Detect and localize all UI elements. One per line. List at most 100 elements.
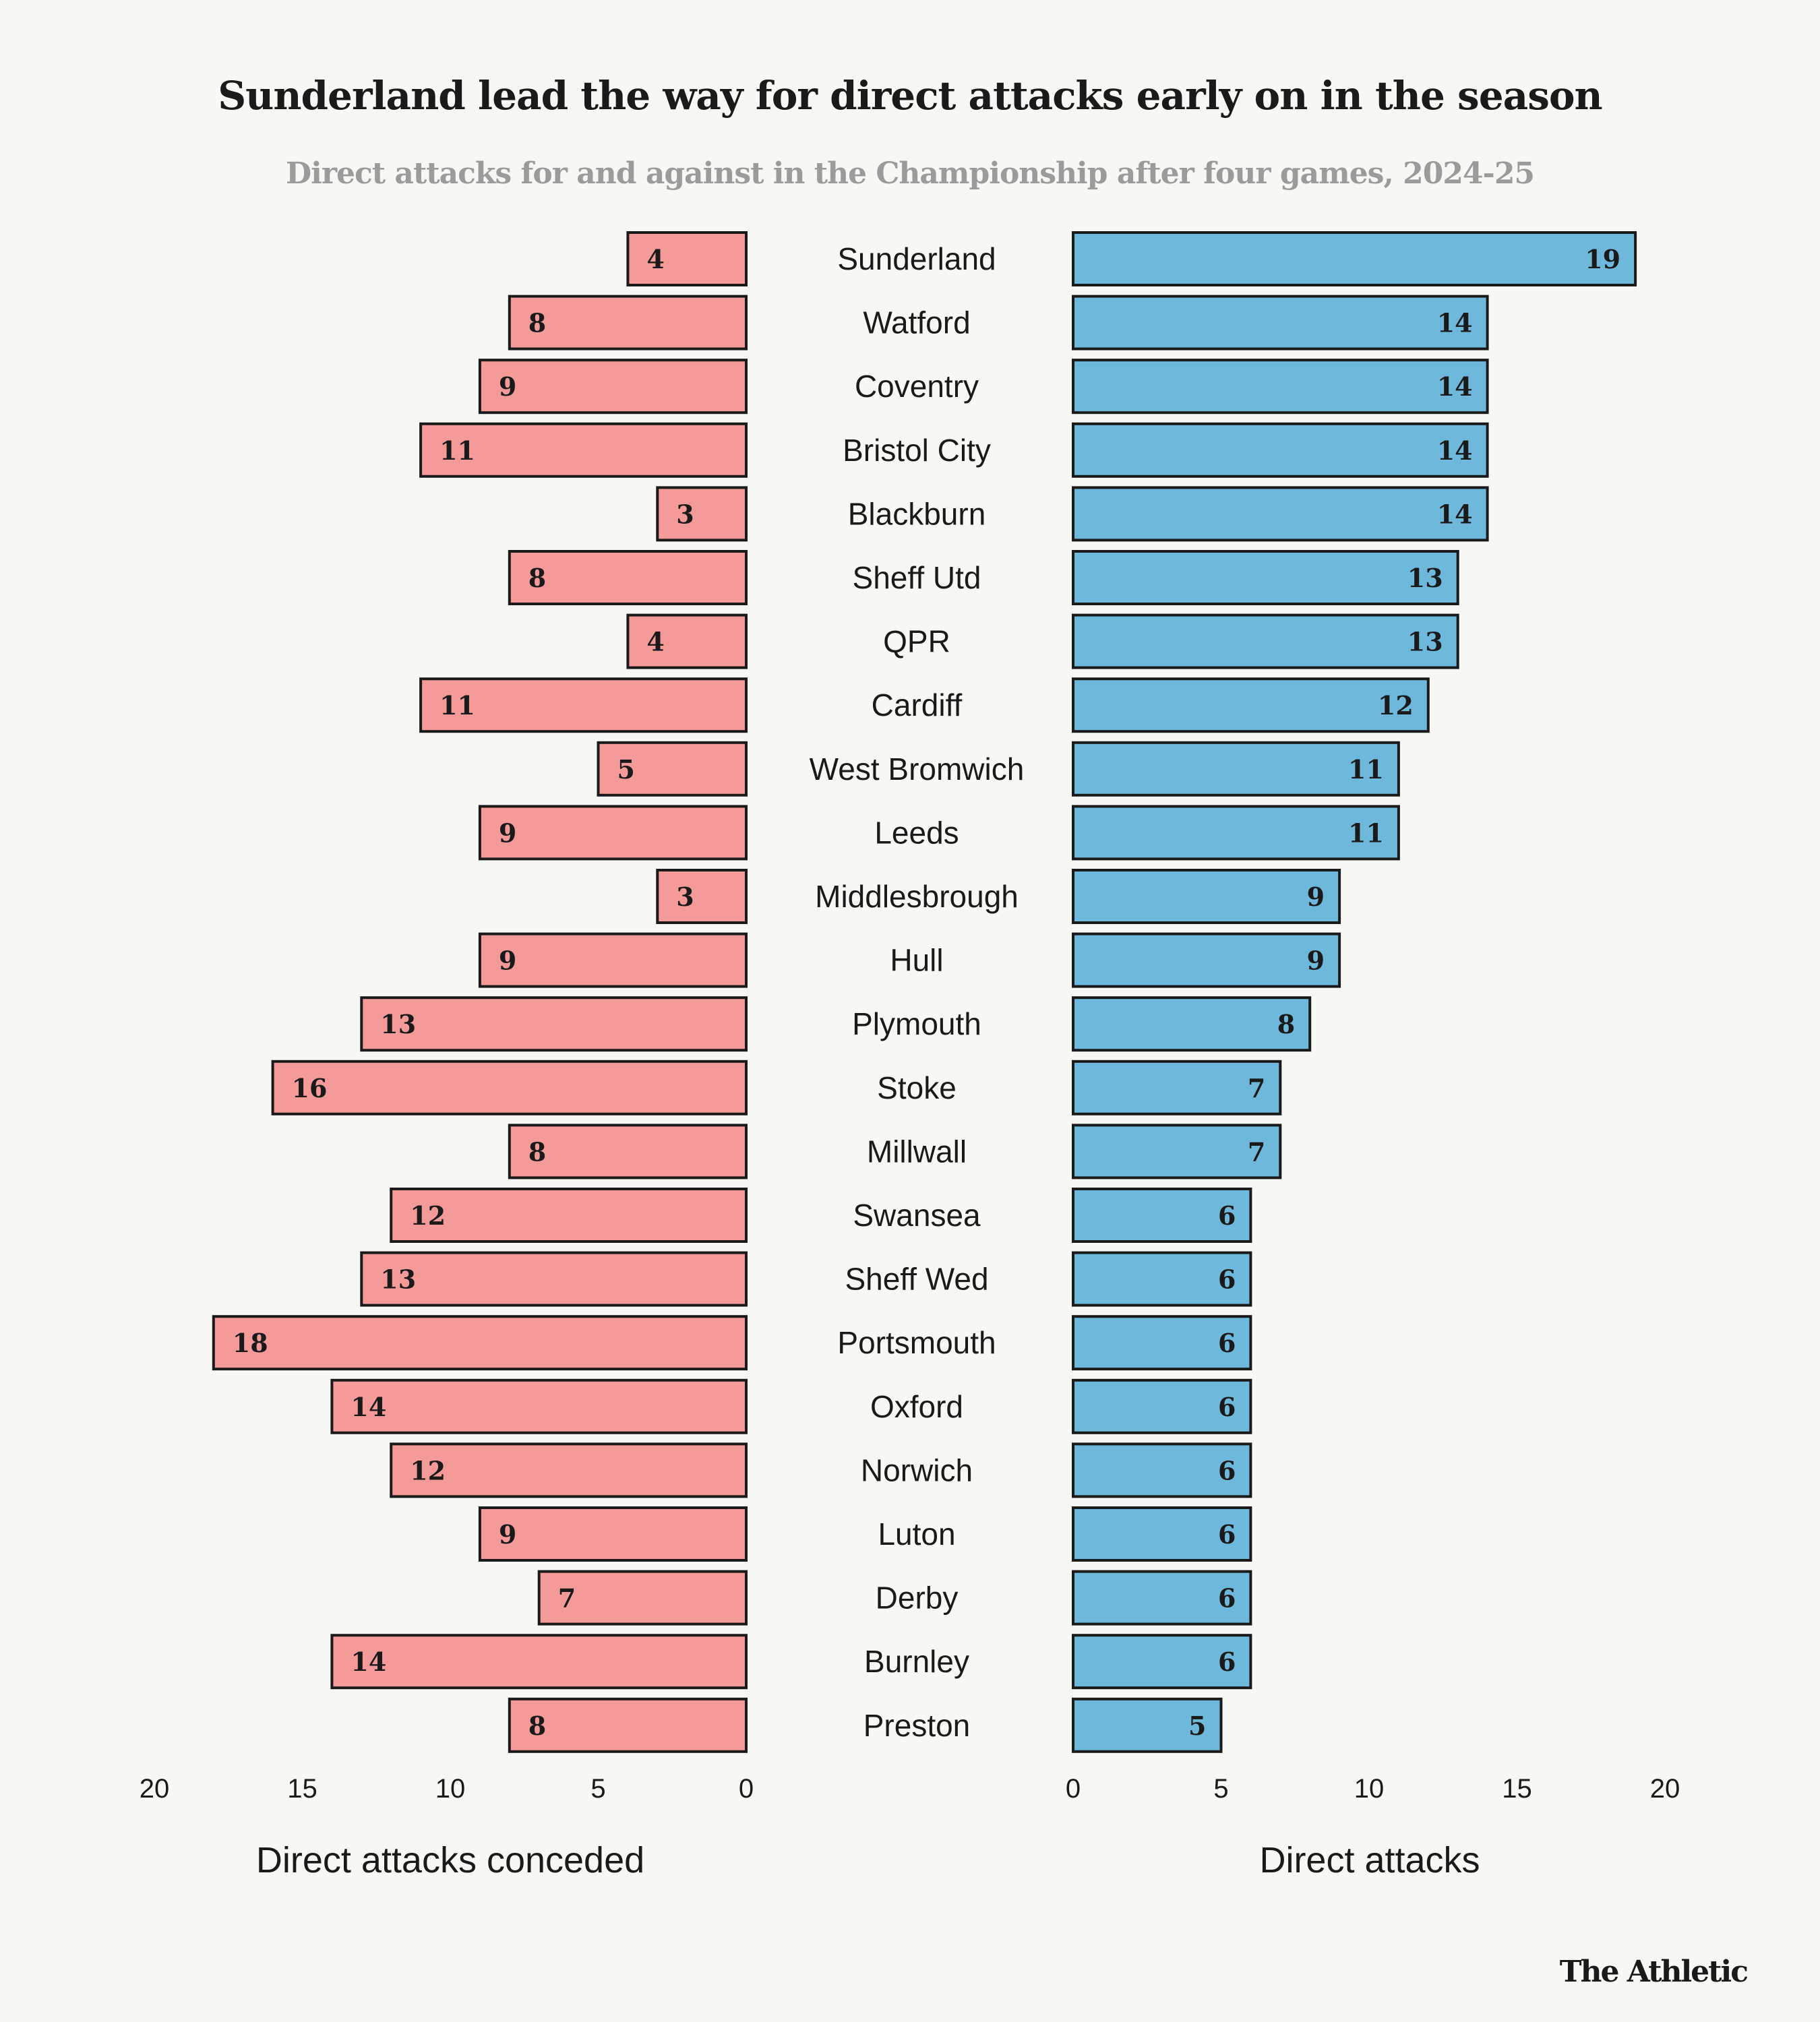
- chart-subtitle: Direct attacks for and against in the Ch…: [285, 156, 1535, 191]
- bar-attacks-12: [1072, 996, 1312, 1052]
- bar-conceded-6: [626, 613, 748, 669]
- bar-conceded-11: [478, 932, 748, 988]
- value-label-attacks-2: 14: [1437, 371, 1473, 402]
- value-label-conceded-8: 5: [617, 754, 635, 785]
- bar-attacks-17: [1072, 1315, 1252, 1371]
- bar-conceded-14: [508, 1124, 748, 1180]
- value-label-attacks-11: 9: [1307, 946, 1325, 976]
- bar-conceded-7: [419, 677, 748, 733]
- bar-attacks-4: [1072, 486, 1489, 542]
- value-label-attacks-3: 14: [1437, 435, 1473, 466]
- value-label-conceded-18: 14: [351, 1392, 386, 1422]
- chart-title: Sunderland lead the way for direct attac…: [218, 73, 1602, 119]
- team-label-3: Bristol City: [843, 433, 991, 468]
- right-axis-tick-0: 0: [1066, 1774, 1081, 1804]
- bar-conceded-2: [478, 359, 748, 415]
- value-label-conceded-6: 4: [646, 627, 664, 657]
- bar-conceded-17: [212, 1315, 748, 1371]
- bar-conceded-10: [656, 869, 748, 924]
- bar-attacks-18: [1072, 1378, 1252, 1434]
- right-axis-tick-3: 15: [1502, 1774, 1532, 1804]
- value-label-conceded-10: 3: [676, 882, 694, 912]
- value-label-conceded-11: 9: [499, 946, 516, 976]
- bar-conceded-13: [271, 1060, 748, 1115]
- value-label-attacks-16: 6: [1218, 1264, 1236, 1295]
- value-label-attacks-13: 7: [1248, 1073, 1265, 1103]
- value-label-conceded-12: 13: [380, 1009, 416, 1039]
- team-label-15: Swansea: [853, 1198, 981, 1233]
- value-label-attacks-8: 11: [1348, 754, 1384, 785]
- team-label-4: Blackburn: [848, 496, 986, 531]
- bar-attacks-22: [1072, 1634, 1252, 1690]
- bar-conceded-23: [508, 1697, 748, 1753]
- bar-conceded-4: [656, 486, 748, 542]
- bar-attacks-20: [1072, 1506, 1252, 1562]
- value-label-conceded-15: 12: [410, 1200, 446, 1231]
- bar-attacks-2: [1072, 359, 1489, 415]
- bar-attacks-16: [1072, 1251, 1252, 1307]
- right-axis-tick-4: 20: [1650, 1774, 1680, 1804]
- left-axis-tick-4: 0: [739, 1774, 754, 1804]
- bar-attacks-10: [1072, 869, 1341, 924]
- bar-attacks-3: [1072, 422, 1489, 478]
- value-label-attacks-5: 13: [1407, 563, 1443, 593]
- bar-conceded-19: [390, 1442, 748, 1498]
- team-label-17: Portsmouth: [837, 1325, 996, 1360]
- team-label-5: Sheff Utd: [853, 560, 981, 595]
- value-label-conceded-17: 18: [233, 1328, 268, 1358]
- value-label-conceded-21: 7: [558, 1583, 576, 1614]
- value-label-attacks-18: 6: [1218, 1392, 1236, 1422]
- value-label-attacks-0: 19: [1585, 244, 1620, 274]
- value-label-attacks-1: 14: [1437, 308, 1473, 338]
- bar-attacks-21: [1072, 1570, 1252, 1626]
- team-label-21: Derby: [876, 1581, 959, 1616]
- value-label-attacks-4: 14: [1437, 499, 1473, 529]
- value-label-conceded-7: 11: [439, 690, 475, 721]
- value-label-attacks-9: 11: [1348, 818, 1384, 848]
- left-axis-tick-3: 5: [590, 1774, 605, 1804]
- team-label-9: Leeds: [874, 815, 959, 850]
- team-label-11: Hull: [890, 943, 943, 978]
- bar-attacks-9: [1072, 805, 1400, 861]
- bar-conceded-15: [390, 1188, 748, 1243]
- bar-conceded-9: [478, 805, 748, 861]
- bar-attacks-14: [1072, 1124, 1282, 1180]
- team-label-13: Stoke: [877, 1070, 957, 1105]
- bar-attacks-7: [1072, 677, 1430, 733]
- left-axis-label: Direct attacks conceded: [256, 1840, 644, 1880]
- bar-conceded-20: [478, 1506, 748, 1562]
- bar-conceded-1: [508, 295, 748, 350]
- bar-conceded-18: [330, 1378, 748, 1434]
- right-axis-tick-1: 5: [1213, 1774, 1228, 1804]
- value-label-conceded-16: 13: [380, 1264, 416, 1295]
- bar-attacks-1: [1072, 295, 1489, 350]
- value-label-conceded-5: 8: [528, 563, 546, 593]
- value-label-attacks-6: 13: [1407, 627, 1443, 657]
- bar-attacks-19: [1072, 1442, 1252, 1498]
- team-label-20: Luton: [878, 1516, 955, 1552]
- value-label-conceded-20: 9: [499, 1519, 516, 1550]
- value-label-conceded-2: 9: [499, 371, 516, 402]
- value-label-conceded-0: 4: [646, 244, 664, 274]
- bar-attacks-15: [1072, 1188, 1252, 1243]
- value-label-attacks-10: 9: [1307, 882, 1325, 912]
- value-label-conceded-9: 9: [499, 818, 516, 848]
- bar-attacks-13: [1072, 1060, 1282, 1115]
- bar-attacks-11: [1072, 932, 1341, 988]
- bar-attacks-5: [1072, 550, 1459, 605]
- bar-conceded-21: [537, 1570, 748, 1626]
- left-axis-tick-0: 20: [140, 1774, 170, 1804]
- value-label-conceded-3: 11: [439, 435, 475, 466]
- team-label-19: Norwich: [861, 1452, 973, 1488]
- left-axis-tick-2: 10: [435, 1774, 466, 1804]
- team-label-14: Millwall: [867, 1134, 967, 1169]
- value-label-conceded-23: 8: [528, 1711, 546, 1741]
- value-label-attacks-7: 12: [1378, 690, 1414, 721]
- value-label-attacks-19: 6: [1218, 1455, 1236, 1485]
- right-axis-tick-2: 10: [1354, 1774, 1385, 1804]
- bar-conceded-22: [330, 1634, 748, 1690]
- right-axis-label: Direct attacks: [1259, 1840, 1480, 1880]
- bar-conceded-16: [360, 1251, 748, 1307]
- value-label-conceded-1: 8: [528, 308, 546, 338]
